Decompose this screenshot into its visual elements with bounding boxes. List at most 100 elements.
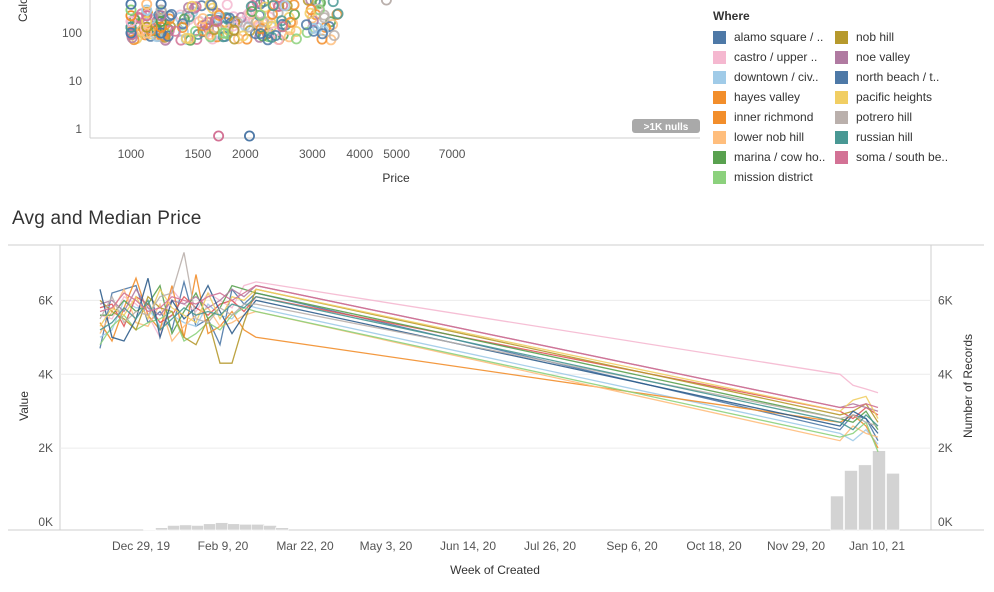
series-line	[99, 299, 879, 445]
line-y-tick-label: 6K	[38, 293, 53, 307]
series-line	[99, 252, 879, 427]
legend-label: nob hill	[856, 30, 895, 44]
scatter-point	[206, 0, 218, 11]
scatter-point	[285, 16, 297, 28]
scatter-point	[304, 7, 316, 19]
line-series	[99, 252, 879, 453]
scatter-point	[166, 8, 178, 20]
scatter-point	[276, 21, 288, 33]
line-x-axis-title: Week of Created	[450, 563, 540, 577]
legend-swatch	[713, 30, 726, 44]
legend-item[interactable]: mission district	[713, 167, 835, 187]
record-bar	[215, 522, 229, 531]
line-y-tick-label: 4K	[38, 367, 53, 381]
scatter-point	[267, 0, 279, 12]
scatter-point	[169, 25, 181, 37]
legend-item[interactable]: marina / cow ho..	[713, 147, 835, 167]
line-x-tick-label: Oct 18, 20	[686, 539, 742, 553]
legend-swatch	[713, 130, 726, 144]
scatter-point	[332, 8, 344, 20]
legend-columns: alamo square / .. castro / upper .. downto…	[713, 27, 993, 187]
legend-item[interactable]: north beach / t..	[835, 67, 957, 87]
legend-label: lower nob hill	[734, 130, 805, 144]
record-bar	[191, 525, 205, 531]
legend-swatch	[835, 90, 848, 104]
line-x-tick-label: Mar 22, 20	[276, 539, 334, 553]
legend-label: alamo square / ..	[734, 30, 824, 44]
record-bar	[886, 473, 900, 531]
scatter-point	[313, 0, 325, 10]
legend: Where alamo square / .. castro / upper ..…	[713, 8, 993, 187]
scatter-point	[259, 1, 271, 13]
scatter-point	[327, 0, 339, 8]
scatter-point	[211, 16, 223, 28]
scatter-point	[188, 2, 200, 14]
legend-item[interactable]: downtown / civ..	[713, 67, 835, 87]
scatter-point	[228, 24, 240, 36]
null-badge-text: >1K nulls	[644, 122, 689, 133]
line-x-ticks: Dec 29, 19 Feb 9, 20 Mar 22, 20 May 3, 20 Ju…	[112, 539, 905, 553]
scatter-point	[177, 18, 189, 30]
legend-item[interactable]: castro / upper ..	[713, 47, 835, 67]
scatter-point	[254, 28, 266, 40]
scatter-points	[125, 0, 392, 142]
legend-swatch	[713, 150, 726, 164]
series-line	[99, 288, 879, 423]
scatter-point	[283, 31, 295, 43]
scatter-point	[223, 12, 235, 24]
legend-label: mission district	[734, 170, 813, 184]
scatter-point	[155, 4, 167, 16]
scatter-point	[300, 19, 312, 31]
scatter-y-axis-title: Calo	[16, 0, 30, 22]
legend-item[interactable]: alamo square / ..	[713, 27, 835, 47]
scatter-point	[125, 4, 137, 16]
scatter-x-tick-label: 1000	[118, 147, 145, 161]
legend-swatch	[835, 50, 848, 64]
legend-item[interactable]: noe valley	[835, 47, 957, 67]
record-bars	[143, 450, 900, 531]
record-bar	[263, 525, 277, 531]
record-bar	[167, 525, 181, 531]
scatter-y-ticks: 100 10 1	[62, 26, 82, 136]
scatter-point	[314, 0, 326, 9]
null-badge[interactable]: >1K nulls	[632, 119, 700, 133]
legend-swatch	[835, 130, 848, 144]
legend-item[interactable]: soma / south be..	[835, 147, 957, 167]
legend-label: downtown / civ..	[734, 70, 819, 84]
scatter-point	[199, 19, 211, 31]
legend-swatch	[835, 110, 848, 124]
scatter-x-tick-label: 3000	[299, 147, 326, 161]
legend-swatch	[835, 150, 848, 164]
legend-item[interactable]: pacific heights	[835, 87, 957, 107]
scatter-point	[318, 12, 330, 24]
record-bar	[844, 470, 858, 531]
legend-swatch	[713, 50, 726, 64]
scatter-outlier-point	[213, 130, 225, 142]
legend-item[interactable]: hayes valley	[713, 87, 835, 107]
series-line	[99, 284, 879, 409]
legend-item[interactable]: nob hill	[835, 27, 957, 47]
record-bar	[155, 527, 169, 531]
line-x-tick-label: Jan 10, 21	[849, 539, 905, 553]
scatter-point	[255, 23, 267, 35]
legend-item[interactable]: inner richmond	[713, 107, 835, 127]
scatter-y-tick-label: 1	[75, 122, 82, 136]
legend-item[interactable]: lower nob hill	[713, 127, 835, 147]
legend-item[interactable]: russian hill	[835, 127, 957, 147]
scatter-point	[141, 27, 153, 39]
scatter-x-tick-label: 2000	[232, 147, 259, 161]
line-y-axis-title-right: Number of Records	[961, 334, 975, 438]
record-bar	[251, 524, 265, 531]
scatter-x-tick-label: 4000	[346, 147, 373, 161]
scatter-point	[141, 10, 153, 22]
record-bar	[858, 464, 872, 531]
legend-label: pacific heights	[856, 90, 933, 104]
scatter-point	[290, 33, 302, 45]
scatter-x-ticks: 1000 1500 2000 3000 4000 5000 7000	[118, 147, 466, 161]
scatter-x-tick-label: 5000	[383, 147, 410, 161]
line-x-tick-label: Nov 29, 20	[767, 539, 825, 553]
scatter-point	[125, 27, 137, 39]
legend-swatch	[713, 110, 726, 124]
legend-label: inner richmond	[734, 110, 814, 124]
legend-item[interactable]: potrero hill	[835, 107, 957, 127]
